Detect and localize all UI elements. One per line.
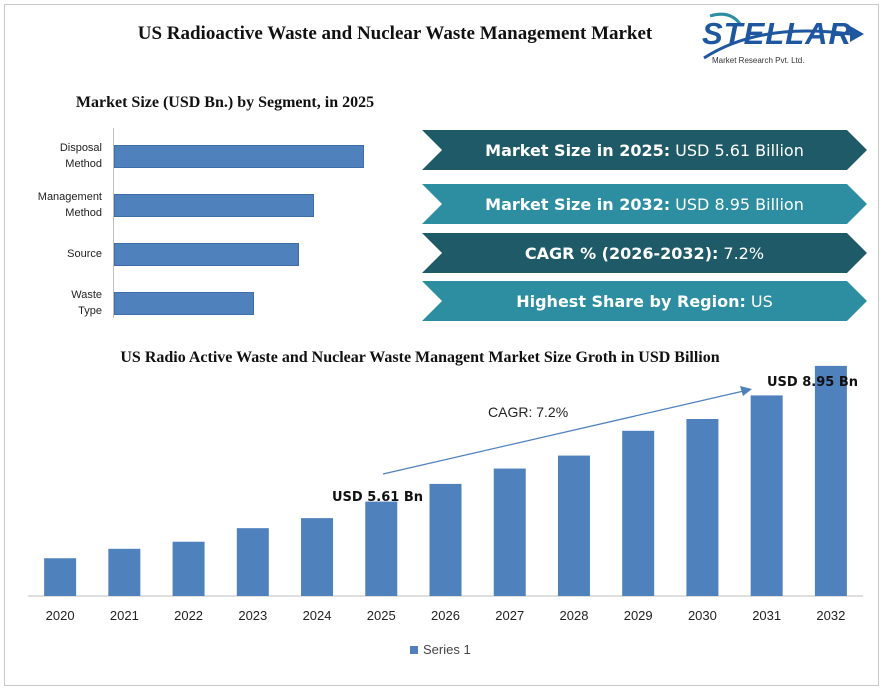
segment-category-label: Management Method: [37, 191, 102, 219]
growth-x-tick-label: 2028: [560, 608, 589, 623]
highlight-ribbon-market-2025: Market Size in 2025: USD 5.61 Billion: [422, 130, 867, 170]
growth-x-tick-label: 2032: [816, 608, 845, 623]
legend-swatch: [410, 645, 418, 654]
highlight-key: CAGR % (2026-2032):: [524, 243, 719, 263]
growth-bar-2030: [686, 419, 719, 596]
segment-category-label: Source: [67, 248, 102, 260]
segment-category-label: Disposal Method: [59, 142, 102, 170]
highlight-value: USD 8.95 Billion: [675, 194, 804, 214]
annotation-start-value: USD 5.61 Bn: [332, 490, 423, 505]
segment-chart-title: Market Size (USD Bn.) by Segment, in 202…: [75, 94, 375, 111]
growth-x-tick-label: 2026: [431, 608, 460, 623]
logo-tagline: Market Research Pvt. Ltd.: [712, 56, 805, 65]
segment-bar: [114, 292, 254, 315]
highlight-ribbon-region: Highest Share by Region: US: [422, 281, 867, 321]
growth-bar-2024: [301, 518, 334, 596]
legend-label: Series 1: [423, 642, 471, 657]
arrow-head-icon: [740, 386, 752, 396]
cagr-trend-arrow: [382, 389, 749, 475]
segment-bar: [114, 194, 314, 217]
annotation-end-value: USD 8.95 Bn: [767, 375, 858, 390]
growth-x-tick-label: 2025: [367, 608, 396, 623]
segment-bar: [114, 145, 364, 168]
growth-x-tick-label: 2021: [110, 608, 139, 623]
growth-x-tick-label: 2023: [238, 608, 267, 623]
growth-bar-2031: [750, 395, 783, 596]
growth-x-tick-label: 2027: [495, 608, 524, 623]
segment-bar: [114, 243, 299, 266]
growth-bar-2025: [365, 501, 398, 596]
growth-bar-2022: [172, 541, 205, 596]
highlight-ribbon-market-2032: Market Size in 2032: USD 8.95 Billion: [422, 184, 867, 224]
segment-category-label: Waste Type: [71, 289, 102, 317]
growth-x-tick-label: 2029: [624, 608, 653, 623]
growth-bar-2027: [493, 468, 526, 596]
growth-x-tick-label: 2020: [46, 608, 75, 623]
growth-bar-2028: [557, 455, 590, 596]
growth-x-tick-label: 2022: [174, 608, 203, 623]
highlight-value: US: [750, 291, 773, 311]
cagr-annotation: CAGR: 7.2%: [488, 404, 569, 420]
highlight-key: Highest Share by Region:: [516, 291, 746, 311]
growth-bar-2029: [622, 430, 655, 596]
page-title: US Radioactive Waste and Nuclear Waste M…: [137, 23, 653, 44]
highlight-ribbon-cagr: CAGR % (2026-2032): 7.2%: [422, 233, 867, 273]
growth-bar-2021: [108, 548, 141, 596]
growth-chart-title: US Radio Active Waste and Nuclear Waste …: [120, 349, 720, 366]
highlight-value: 7.2%: [723, 243, 765, 263]
growth-bar-2026: [429, 483, 462, 596]
logo-swoosh-icon: [703, 12, 864, 60]
growth-x-tick-label: 2030: [688, 608, 717, 623]
growth-bar-2023: [236, 528, 269, 596]
growth-x-tick-label: 2031: [752, 608, 781, 623]
chart-legend: Series 1: [410, 642, 471, 657]
segment-chart-axis: [113, 128, 114, 318]
page-frame: [4, 4, 879, 686]
logo-wordmark: STELLAR: [702, 16, 852, 51]
highlight-key: Market Size in 2032:: [485, 194, 671, 214]
highlight-key: Market Size in 2025:: [485, 140, 671, 160]
stellar-logo: STELLAR Market Research Pvt. Ltd.: [700, 12, 870, 72]
highlight-value: USD 5.61 Billion: [675, 140, 804, 160]
growth-x-tick-label: 2024: [303, 608, 332, 623]
growth-bar-2020: [44, 558, 77, 596]
growth-bar-2032: [814, 365, 847, 596]
